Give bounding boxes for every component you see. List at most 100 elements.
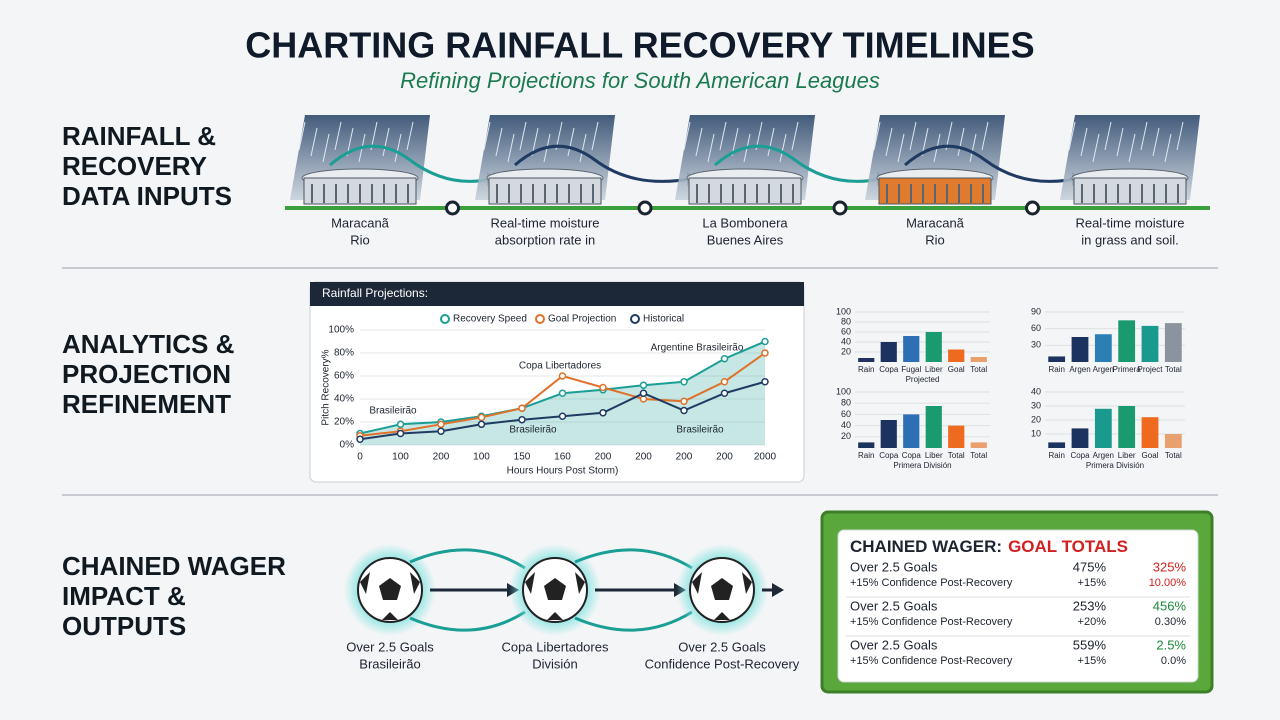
rain	[1176, 121, 1184, 151]
bar	[880, 342, 897, 362]
legend-swatch	[630, 314, 640, 324]
y-tick-label: 20	[1031, 414, 1041, 424]
section-label: OUTPUTS	[62, 611, 186, 641]
section-label: RAINFALL &	[62, 121, 216, 151]
row-value: 559%	[1073, 637, 1107, 652]
section-label: IMPACT &	[62, 581, 186, 611]
rain	[1092, 133, 1100, 163]
x-tick-label: Argen	[1093, 451, 1114, 460]
row-label: Over 2.5 Goals	[850, 598, 938, 613]
bar	[948, 425, 965, 448]
annotation: Brasileirão	[676, 425, 724, 436]
x-tick-label: Total	[1165, 365, 1182, 374]
x-tick-label: Copa	[1070, 451, 1090, 460]
x-tick-label: Liber	[925, 451, 943, 460]
card-title: CHAINED WAGER: GOAL TOTALS	[850, 537, 1128, 556]
x-tick-label: Goal	[1142, 451, 1159, 460]
flow-node	[637, 200, 653, 216]
bar	[1048, 356, 1066, 362]
point	[558, 412, 567, 420]
x-tick-label: 200	[676, 452, 693, 463]
rain	[885, 127, 893, 157]
rain	[298, 121, 306, 151]
row-value-alt: 325%	[1153, 559, 1187, 574]
bar	[903, 336, 920, 362]
bar	[1071, 428, 1089, 448]
bar-chart-subtitle: Primera División	[1086, 461, 1144, 470]
row-value-alt-sub: 0.30%	[1155, 616, 1186, 628]
step-label: Brasileirão	[359, 656, 420, 671]
row-value-alt-sub: 0.0%	[1161, 655, 1186, 667]
point	[518, 415, 526, 424]
x-tick-label: 100	[473, 452, 490, 463]
ball-patch	[544, 578, 566, 600]
rain	[707, 133, 715, 163]
row-value-sub: +15%	[1078, 655, 1107, 667]
x-tick-label: Liber	[1118, 451, 1136, 460]
x-tick-label: Total	[970, 451, 987, 460]
step-label: Copa Libertadores	[502, 639, 609, 654]
x-tick-label: Fugal	[901, 365, 921, 374]
rain	[873, 121, 881, 151]
rain	[382, 127, 390, 157]
stage-label: absorption rate in	[495, 232, 595, 247]
bar-chart-subtitle: Projected	[906, 375, 940, 384]
y-tick-label: 20	[841, 346, 851, 356]
legend-swatch	[535, 314, 545, 324]
rain	[310, 127, 318, 157]
point	[477, 413, 486, 422]
section-label: CHAINED WAGER	[62, 551, 286, 581]
y-tick-label: 40	[1031, 386, 1041, 396]
bar	[858, 442, 875, 448]
x-tick-label: 2000	[754, 452, 777, 463]
y-tick-label: 40	[841, 420, 851, 430]
y-tick-label: 0%	[340, 440, 355, 451]
point	[599, 383, 607, 392]
rain	[957, 127, 965, 157]
stage-label: Buenes Aires	[707, 232, 784, 247]
bar	[1118, 406, 1136, 448]
point	[761, 349, 769, 357]
section-label: DATA INPUTS	[62, 181, 232, 211]
step-label: Over 2.5 Goals	[346, 639, 434, 654]
flow-arc	[329, 144, 496, 183]
point	[720, 389, 729, 397]
point	[477, 420, 486, 429]
y-tick-label: 20	[841, 431, 851, 441]
point	[437, 420, 445, 429]
point	[761, 337, 769, 346]
stage-label: La Bombonera	[702, 215, 788, 230]
x-tick-label: 100	[392, 452, 409, 463]
rain	[334, 121, 342, 151]
rain	[322, 133, 330, 163]
row-value-sub: +20%	[1078, 616, 1107, 628]
rain	[394, 133, 402, 163]
point	[680, 406, 688, 415]
x-tick-label: Project	[1138, 365, 1164, 374]
rain	[1068, 121, 1076, 151]
bar	[858, 358, 875, 362]
x-tick-label: Liber	[925, 365, 943, 374]
bar	[948, 349, 965, 362]
flow-arc	[574, 548, 693, 570]
bar	[925, 406, 942, 448]
rain	[683, 121, 691, 151]
x-axis-label: Hours Hours Post Storm)	[507, 466, 619, 477]
y-tick-label: 40	[841, 336, 851, 346]
legend-swatch	[440, 314, 450, 324]
x-tick-label: 200	[433, 452, 450, 463]
rain	[1140, 121, 1148, 151]
bar	[1164, 434, 1182, 448]
rain	[507, 133, 515, 163]
annotation: Brasileirão	[509, 425, 557, 436]
rain	[695, 127, 703, 157]
rain	[779, 133, 787, 163]
bar	[1141, 325, 1159, 362]
bar	[1118, 320, 1136, 362]
x-tick-label: 150	[514, 452, 531, 463]
card	[837, 529, 1199, 683]
rain	[1104, 121, 1112, 151]
x-tick-label: 160	[554, 452, 571, 463]
row-value-alt: 456%	[1153, 598, 1187, 613]
legend-label: Goal Projection	[548, 314, 616, 325]
